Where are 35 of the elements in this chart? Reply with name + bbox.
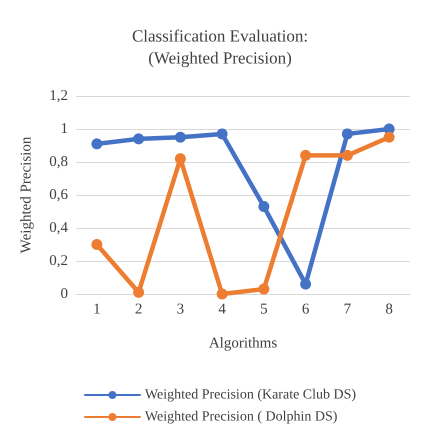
y-tick-label: 0,2 <box>49 253 68 269</box>
point <box>300 278 312 290</box>
x-tick-label: 3 <box>176 302 184 318</box>
x-tick-label: 6 <box>302 302 310 318</box>
point <box>384 132 395 143</box>
y-tick-label: 0,4 <box>49 220 68 236</box>
point <box>258 284 270 295</box>
y-tick-label: 0,6 <box>49 187 68 203</box>
x-tick-label: 5 <box>260 302 268 318</box>
chart-title: Classification Evaluation: (Weighted Precision) <box>132 26 308 68</box>
point <box>91 138 102 150</box>
y-tick-label: 1 <box>60 121 68 137</box>
x-tick-label: 2 <box>134 302 142 318</box>
x-tick-label: 1 <box>93 302 101 318</box>
x-tick-label: 7 <box>344 302 352 318</box>
point <box>342 128 353 140</box>
y-axis-title: Weighted Precision <box>18 136 34 254</box>
y-tick-label: 0,8 <box>49 154 68 170</box>
point <box>258 201 270 212</box>
y-tick-label: 0 <box>60 286 68 302</box>
point <box>174 132 186 143</box>
point <box>216 128 228 140</box>
legend-label: Weighted Precision (Karate Club DS) <box>144 388 356 402</box>
point <box>216 288 228 300</box>
point <box>300 150 312 161</box>
x-axis-title: Algorithms <box>208 336 278 352</box>
x-tick-label: 8 <box>385 302 393 318</box>
point <box>174 153 186 164</box>
point <box>133 286 144 298</box>
y-tick-label: 1,2 <box>49 88 68 104</box>
point <box>133 133 144 144</box>
point <box>91 239 102 250</box>
x-tick-label: 4 <box>218 302 226 318</box>
point <box>342 150 353 161</box>
legend-label: Weighted Precision ( Dolphin DS) <box>144 410 338 424</box>
